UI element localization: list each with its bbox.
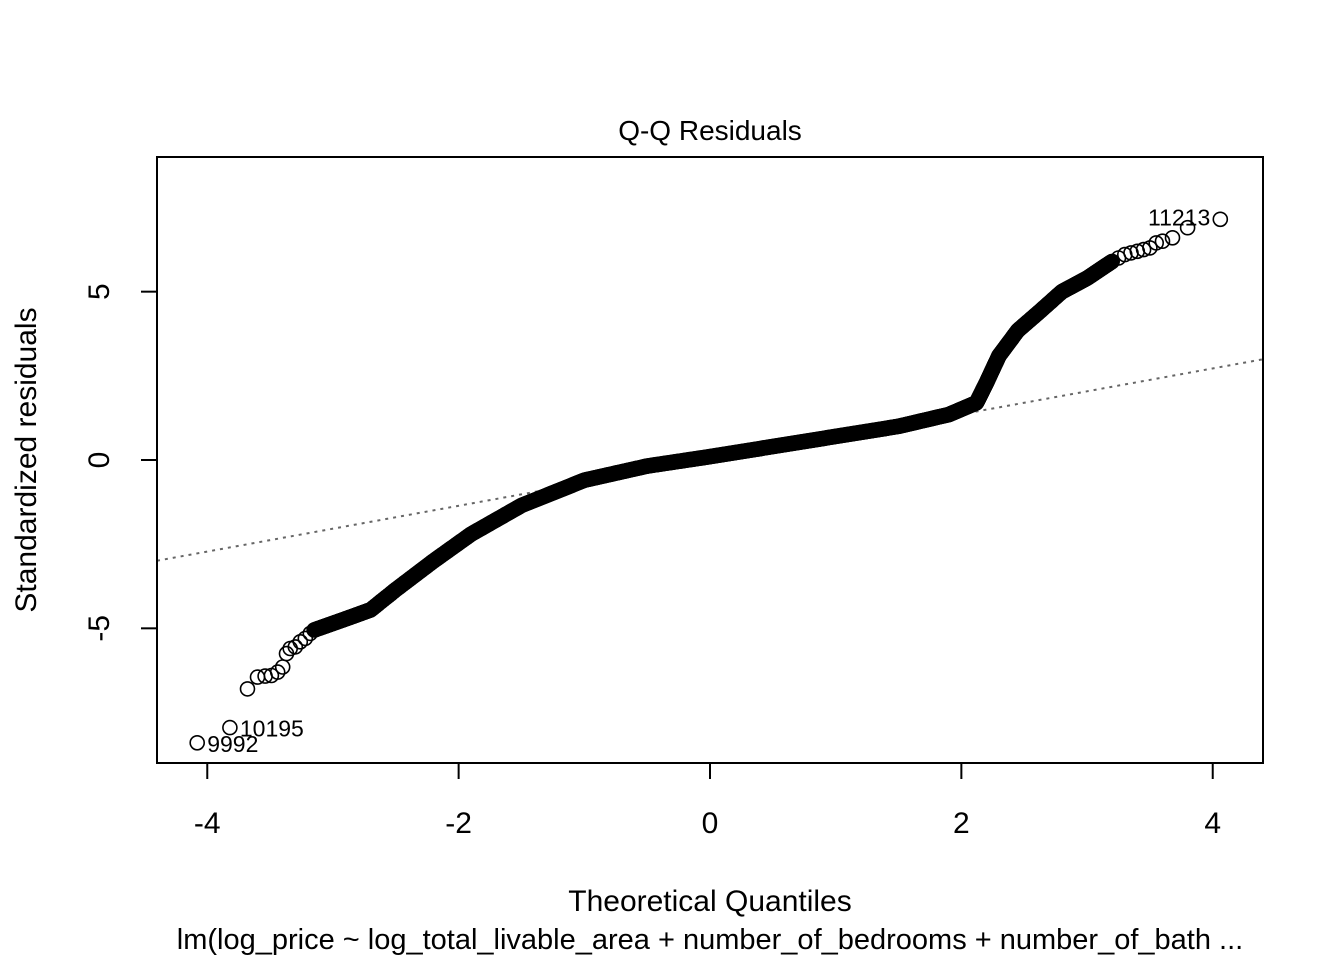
data-point: [1179, 219, 1196, 236]
data-point: [302, 625, 319, 642]
point-label: 10195: [240, 716, 304, 742]
data-point: [292, 633, 309, 650]
data-point: [287, 639, 304, 655]
chart-title: Q-Q Residuals: [618, 115, 802, 146]
data-point: [269, 664, 286, 680]
y-tick-label: 0: [83, 452, 116, 469]
y-tick-label: 5: [83, 283, 116, 300]
data-point: [297, 630, 314, 647]
x-axis-label: Theoretical Quantiles: [568, 885, 851, 918]
data-point: [1212, 211, 1229, 228]
x-tick-label: 4: [1204, 807, 1221, 840]
data-point: [239, 681, 256, 697]
data-point: [1154, 233, 1171, 249]
point-label: 11213: [1148, 204, 1210, 230]
x-tick-label: 2: [953, 807, 970, 840]
data-point: [222, 719, 238, 736]
x-tick-label: -4: [194, 807, 221, 840]
point-label: 9992: [207, 731, 258, 757]
data-point: [1164, 230, 1181, 246]
data-point: [1135, 241, 1152, 258]
y-axis: -5 0 5: [83, 283, 158, 642]
data-point: [189, 734, 205, 751]
y-axis-label: Standardized residuals: [10, 307, 43, 612]
x-tick-label: 0: [702, 807, 719, 840]
x-tick-label: -2: [445, 807, 472, 840]
chart-subtitle: lm(log_price ~ log_total_livable_area + …: [177, 924, 1243, 956]
x-axis: -4 -2 0 2 4: [194, 762, 1221, 840]
y-tick-label: -5: [83, 615, 116, 642]
data-point: [1148, 235, 1164, 251]
points-group: [189, 211, 1229, 751]
